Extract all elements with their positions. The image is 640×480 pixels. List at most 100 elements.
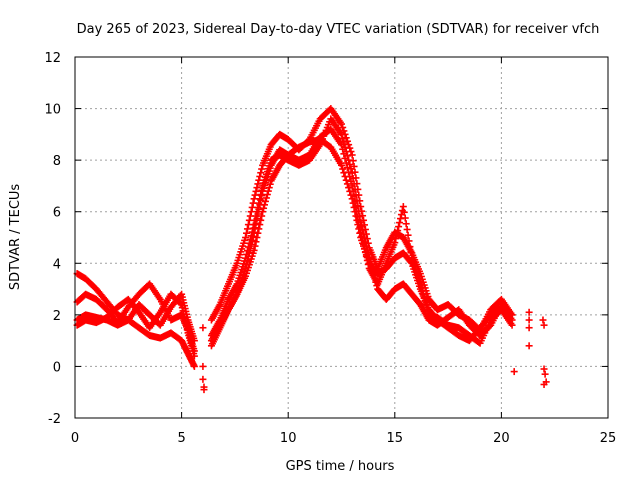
data-point bbox=[250, 195, 258, 203]
data-point bbox=[341, 154, 349, 162]
x-tick-label: 0 bbox=[71, 431, 79, 446]
data-point bbox=[200, 386, 208, 394]
data-point bbox=[405, 237, 413, 245]
data-point bbox=[255, 176, 263, 184]
data-point bbox=[348, 151, 356, 159]
data-point bbox=[199, 362, 207, 370]
data-point bbox=[338, 141, 345, 149]
data-point bbox=[256, 201, 264, 209]
data-point bbox=[247, 208, 255, 216]
data-point bbox=[176, 299, 184, 307]
data-point bbox=[357, 228, 365, 236]
data-point bbox=[353, 180, 361, 188]
data-point bbox=[340, 127, 348, 135]
data-point bbox=[258, 165, 266, 173]
data-point bbox=[248, 203, 256, 211]
data-point bbox=[257, 196, 265, 204]
data-point bbox=[540, 365, 548, 373]
data-point bbox=[356, 223, 364, 231]
data-point bbox=[342, 134, 350, 142]
data-point bbox=[358, 232, 366, 240]
data-point bbox=[359, 212, 367, 220]
data-point bbox=[525, 316, 533, 324]
data-point bbox=[351, 197, 359, 205]
y-tick-label: -2 bbox=[48, 412, 61, 427]
y-tick-label: 12 bbox=[44, 51, 61, 66]
data-point bbox=[353, 208, 361, 216]
data-point bbox=[245, 216, 253, 224]
data-point bbox=[392, 235, 400, 243]
data-point bbox=[340, 150, 348, 158]
data-point bbox=[254, 180, 262, 188]
data-point bbox=[263, 191, 271, 199]
data-point bbox=[354, 185, 362, 193]
data-point bbox=[347, 177, 355, 185]
data-point bbox=[190, 362, 198, 370]
data-point bbox=[391, 239, 399, 247]
axis-ticks: 0 5 10 15 20 25 -2 0 2 4 6 8 10 12 bbox=[44, 51, 616, 446]
data-point bbox=[251, 224, 259, 232]
grid-layer bbox=[75, 57, 608, 418]
data-point bbox=[354, 213, 362, 221]
data-point bbox=[401, 214, 409, 222]
data-point bbox=[348, 182, 356, 190]
data-point bbox=[252, 187, 260, 195]
data-point bbox=[360, 244, 368, 252]
data-point bbox=[360, 221, 368, 229]
data-point bbox=[345, 184, 353, 192]
data-point bbox=[252, 219, 260, 227]
data-point bbox=[525, 324, 533, 332]
data-point bbox=[258, 192, 266, 200]
plot-frame bbox=[74, 56, 609, 419]
y-tick-label: 10 bbox=[44, 103, 61, 118]
data-point bbox=[262, 194, 270, 202]
data-point bbox=[399, 203, 407, 211]
data-point bbox=[342, 159, 350, 167]
data-point bbox=[345, 168, 353, 176]
data-point bbox=[508, 311, 516, 319]
data-point bbox=[360, 240, 368, 248]
data-point bbox=[339, 135, 347, 143]
x-tick-label: 20 bbox=[493, 431, 510, 446]
data-point bbox=[351, 168, 359, 176]
data-point bbox=[342, 176, 350, 184]
data-point bbox=[402, 220, 410, 228]
data-point bbox=[346, 173, 354, 181]
data-point bbox=[199, 375, 207, 383]
data-point bbox=[359, 236, 367, 244]
data-point bbox=[508, 321, 516, 329]
data-point bbox=[253, 215, 261, 223]
data-point bbox=[394, 227, 402, 235]
data-point bbox=[343, 164, 351, 172]
data-point bbox=[339, 145, 347, 153]
y-tick-label: 2 bbox=[53, 309, 61, 324]
data-point bbox=[248, 236, 256, 244]
data-point bbox=[249, 199, 257, 207]
data-point bbox=[540, 321, 548, 329]
data-point bbox=[244, 252, 252, 260]
data-point bbox=[525, 342, 533, 350]
data-point bbox=[361, 225, 369, 233]
data-point bbox=[255, 205, 263, 213]
data-point bbox=[246, 212, 254, 220]
data-point bbox=[339, 165, 347, 173]
data-point bbox=[246, 244, 254, 252]
data-point bbox=[252, 238, 260, 246]
data-point bbox=[510, 368, 518, 376]
data-point bbox=[243, 260, 251, 268]
data-point bbox=[343, 180, 351, 188]
data-point bbox=[260, 204, 268, 212]
data-point bbox=[404, 231, 412, 239]
data-point bbox=[417, 283, 425, 291]
data-point bbox=[250, 228, 258, 236]
data-point bbox=[251, 191, 259, 199]
data-point bbox=[242, 234, 250, 241]
y-tick-label: 6 bbox=[53, 206, 61, 221]
data-point bbox=[360, 216, 368, 224]
data-point bbox=[361, 248, 369, 256]
data-point bbox=[247, 240, 255, 248]
data-point bbox=[355, 191, 363, 199]
data-point bbox=[540, 380, 548, 388]
data-point bbox=[539, 316, 547, 324]
x-tick-label: 15 bbox=[387, 431, 404, 446]
